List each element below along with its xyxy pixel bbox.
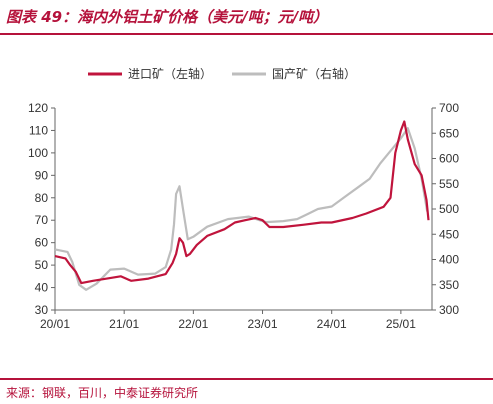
legend-label-left: 进口矿（左轴） [128, 66, 212, 81]
chart-title: 图表 49：海内外铝土矿价格（美元/吨；元/吨） [6, 8, 329, 26]
plot-area [54, 120, 430, 291]
footer-rule [0, 378, 493, 380]
y-right-tick-label: 600 [439, 152, 459, 166]
x-tick-label: 20/01 [40, 317, 70, 331]
x-tick-label: 21/01 [109, 317, 139, 331]
y-right-tick-label: 300 [439, 303, 459, 317]
y-left-tick-label: 110 [29, 123, 48, 137]
y-right-tick-label: 550 [439, 177, 459, 191]
y-left-tick-label: 120 [28, 101, 48, 115]
legend-label-right: 国产矿（右轴） [272, 66, 356, 81]
legend: 进口矿（左轴） 国产矿（右轴） [88, 66, 356, 81]
source-note: 来源：钢联，百川，中泰证券研究所 [6, 386, 199, 400]
y-left-tick-label: 50 [35, 258, 49, 272]
y-left-tick-label: 90 [35, 168, 49, 182]
y-left-tick-label: 30 [35, 303, 49, 317]
y-left-tick-label: 40 [35, 281, 49, 295]
x-tick-label: 25/01 [386, 317, 416, 331]
y-left-tick-label: 80 [35, 191, 49, 205]
series-line-domestic [54, 127, 429, 291]
x-tick-label: 24/01 [317, 317, 347, 331]
y-right-tick-label: 450 [439, 227, 459, 241]
title-rule [0, 33, 493, 35]
y-right-tick-label: 500 [439, 202, 459, 216]
y-right-tick-label: 650 [439, 126, 459, 140]
y-right-tick-label: 400 [439, 253, 459, 267]
y-left-tick-label: 60 [35, 236, 49, 250]
y-right-tick-label: 700 [439, 101, 459, 115]
x-tick-label: 23/01 [248, 317, 278, 331]
series-line-imported [54, 120, 430, 285]
x-tick-label: 22/01 [178, 317, 208, 331]
y-left-tick-label: 100 [28, 146, 48, 160]
y-right-tick-label: 350 [439, 278, 459, 292]
y-left-tick-label: 70 [35, 213, 49, 227]
axes: 30 40 50 60 70 80 90 100 110 120 300 350 400 450 500 55… [28, 101, 459, 331]
